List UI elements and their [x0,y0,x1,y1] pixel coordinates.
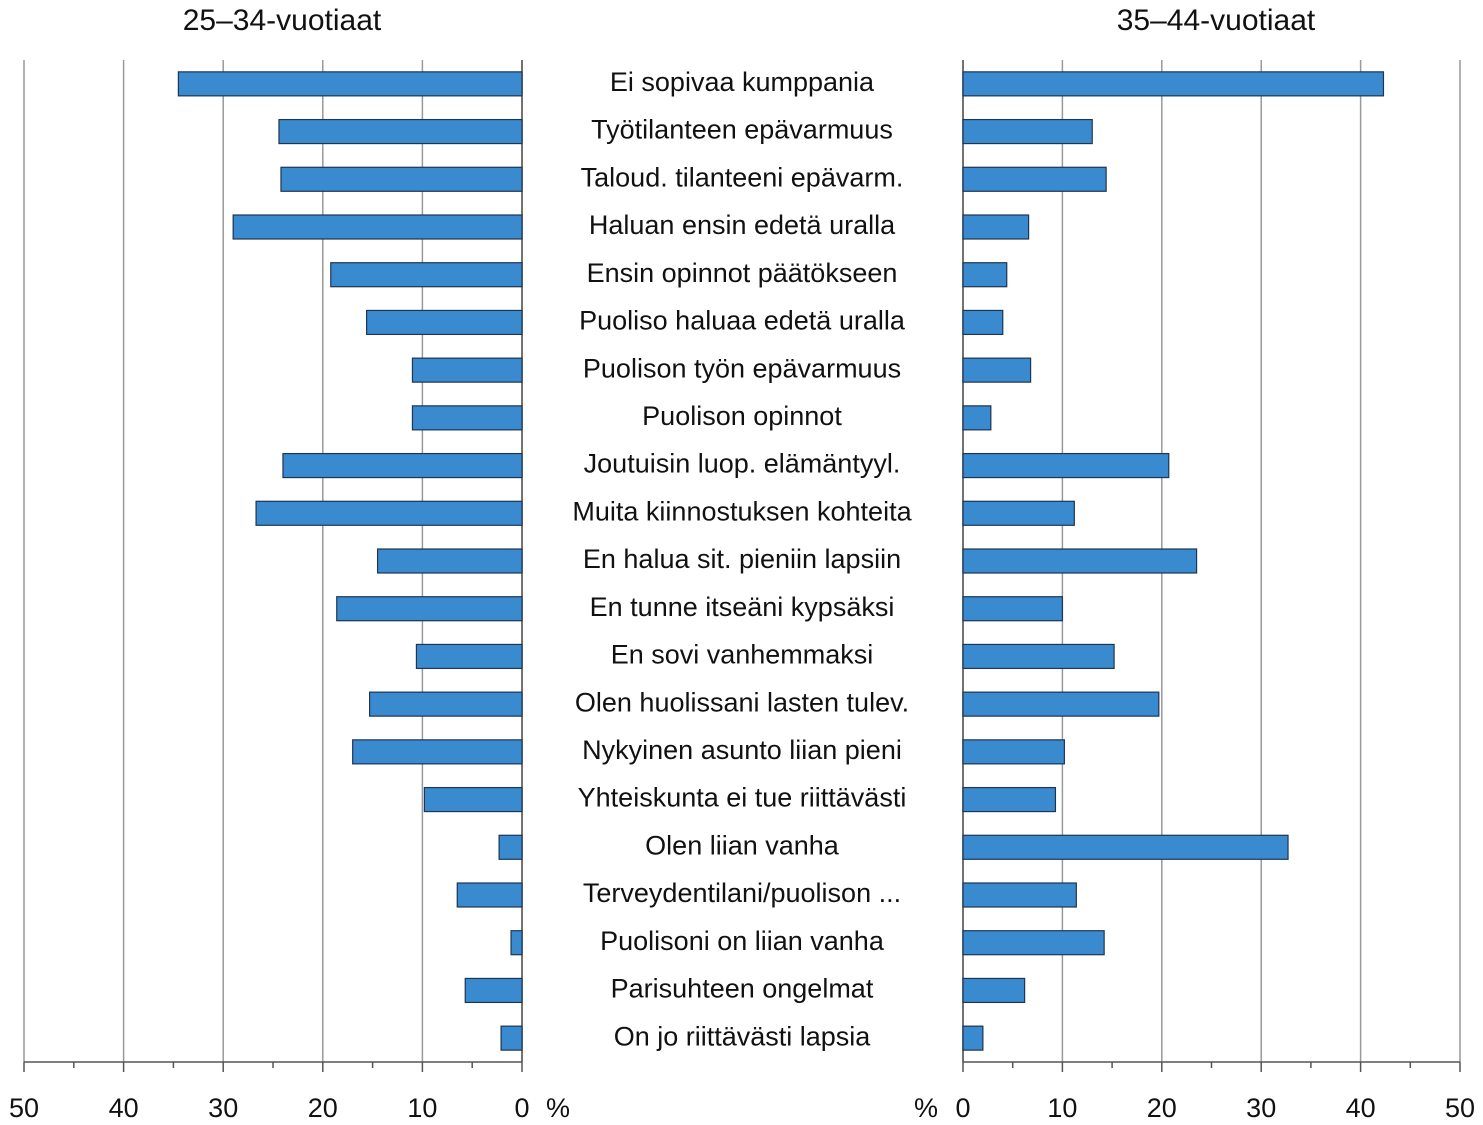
x-tick-label: 0 [955,1093,970,1123]
bar [411,405,523,431]
bar [415,643,523,670]
x-tick-label: 30 [208,1093,238,1123]
x-tick-label: 50 [9,1093,39,1123]
axis-unit: % [546,1093,570,1123]
bar [456,882,523,908]
panel-title: 35–44-vuotiaat [1117,4,1316,37]
bar [962,930,1105,956]
category-label: Puolison opinnot [642,401,842,431]
x-tick-label: 20 [308,1093,338,1123]
bar [423,786,523,813]
x-tick-label: 10 [407,1093,437,1123]
x-tick-label: 50 [1445,1093,1475,1123]
bar [510,930,523,956]
bar [962,309,1004,336]
category-label: Ensin opinnot päätökseen [587,258,898,288]
bar [278,118,523,145]
bar [962,548,1198,574]
bar [962,739,1065,765]
bar [280,166,523,192]
category-label: En sovi vanhemmaksi [611,640,874,670]
bar [500,1025,523,1051]
category-label: Ei sopivaa kumppania [610,67,875,97]
x-tick-label: 30 [1246,1093,1276,1123]
category-label: Parisuhteen ongelmat [611,974,874,1004]
bar [962,118,1093,145]
axis-unit: % [914,1093,938,1123]
bar [962,596,1064,622]
bar [962,500,1075,526]
category-label: Joutuisin luop. elämäntyyl. [584,449,901,479]
bar [464,977,523,1004]
bar [376,548,523,574]
category-label: Terveydentilani/puolison ... [583,878,901,908]
x-tick-label: 40 [1346,1093,1376,1123]
bar [962,357,1032,383]
bar [962,643,1115,670]
bar [498,834,523,860]
bar [962,166,1107,192]
bar [369,691,523,717]
category-label: Nykyinen asunto liian pieni [582,735,902,765]
bar [177,71,523,97]
x-tick-label: 0 [514,1093,529,1123]
x-tick-label: 10 [1047,1093,1077,1123]
bar [282,452,523,479]
bar [411,357,523,383]
bar [330,262,523,288]
bar [962,452,1170,479]
category-label: Haluan ensin edetä uralla [589,210,896,240]
panel-title: 25–34-vuotiaat [183,4,382,37]
bar [232,214,523,240]
bar [962,71,1385,97]
bar [366,309,523,336]
bar [255,500,523,526]
bar [962,1025,984,1051]
x-tick-label: 40 [109,1093,139,1123]
x-tick-label: 20 [1147,1093,1177,1123]
bar [962,262,1008,288]
category-label: Puolisoni on liian vanha [600,926,885,956]
category-label: Taloud. tilanteeni epävarm. [581,162,904,192]
category-label: Puoliso haluaa edetä uralla [579,306,906,336]
bar [962,214,1030,240]
category-label: En halua sit. pieniin lapsiin [583,544,901,574]
category-label: Työtilanteen epävarmuus [591,115,893,145]
bar [962,405,992,431]
category-label: Muita kiinnostuksen kohteita [572,496,912,526]
bar [962,977,1026,1004]
bar [962,882,1077,908]
bar [962,691,1160,717]
category-label: Olen huolissani lasten tulev. [575,687,909,717]
bar [962,834,1289,860]
category-label: On jo riittävästi lapsia [614,1021,872,1051]
category-label: Yhteiskunta ei tue riittävästi [578,783,907,813]
category-label: Olen liian vanha [645,830,840,860]
bar [962,786,1057,813]
category-label: En tunne itseäni kypsäksi [590,592,895,622]
category-label: Puolison työn epävarmuus [583,353,901,383]
bar [336,596,523,622]
bar [352,739,523,765]
